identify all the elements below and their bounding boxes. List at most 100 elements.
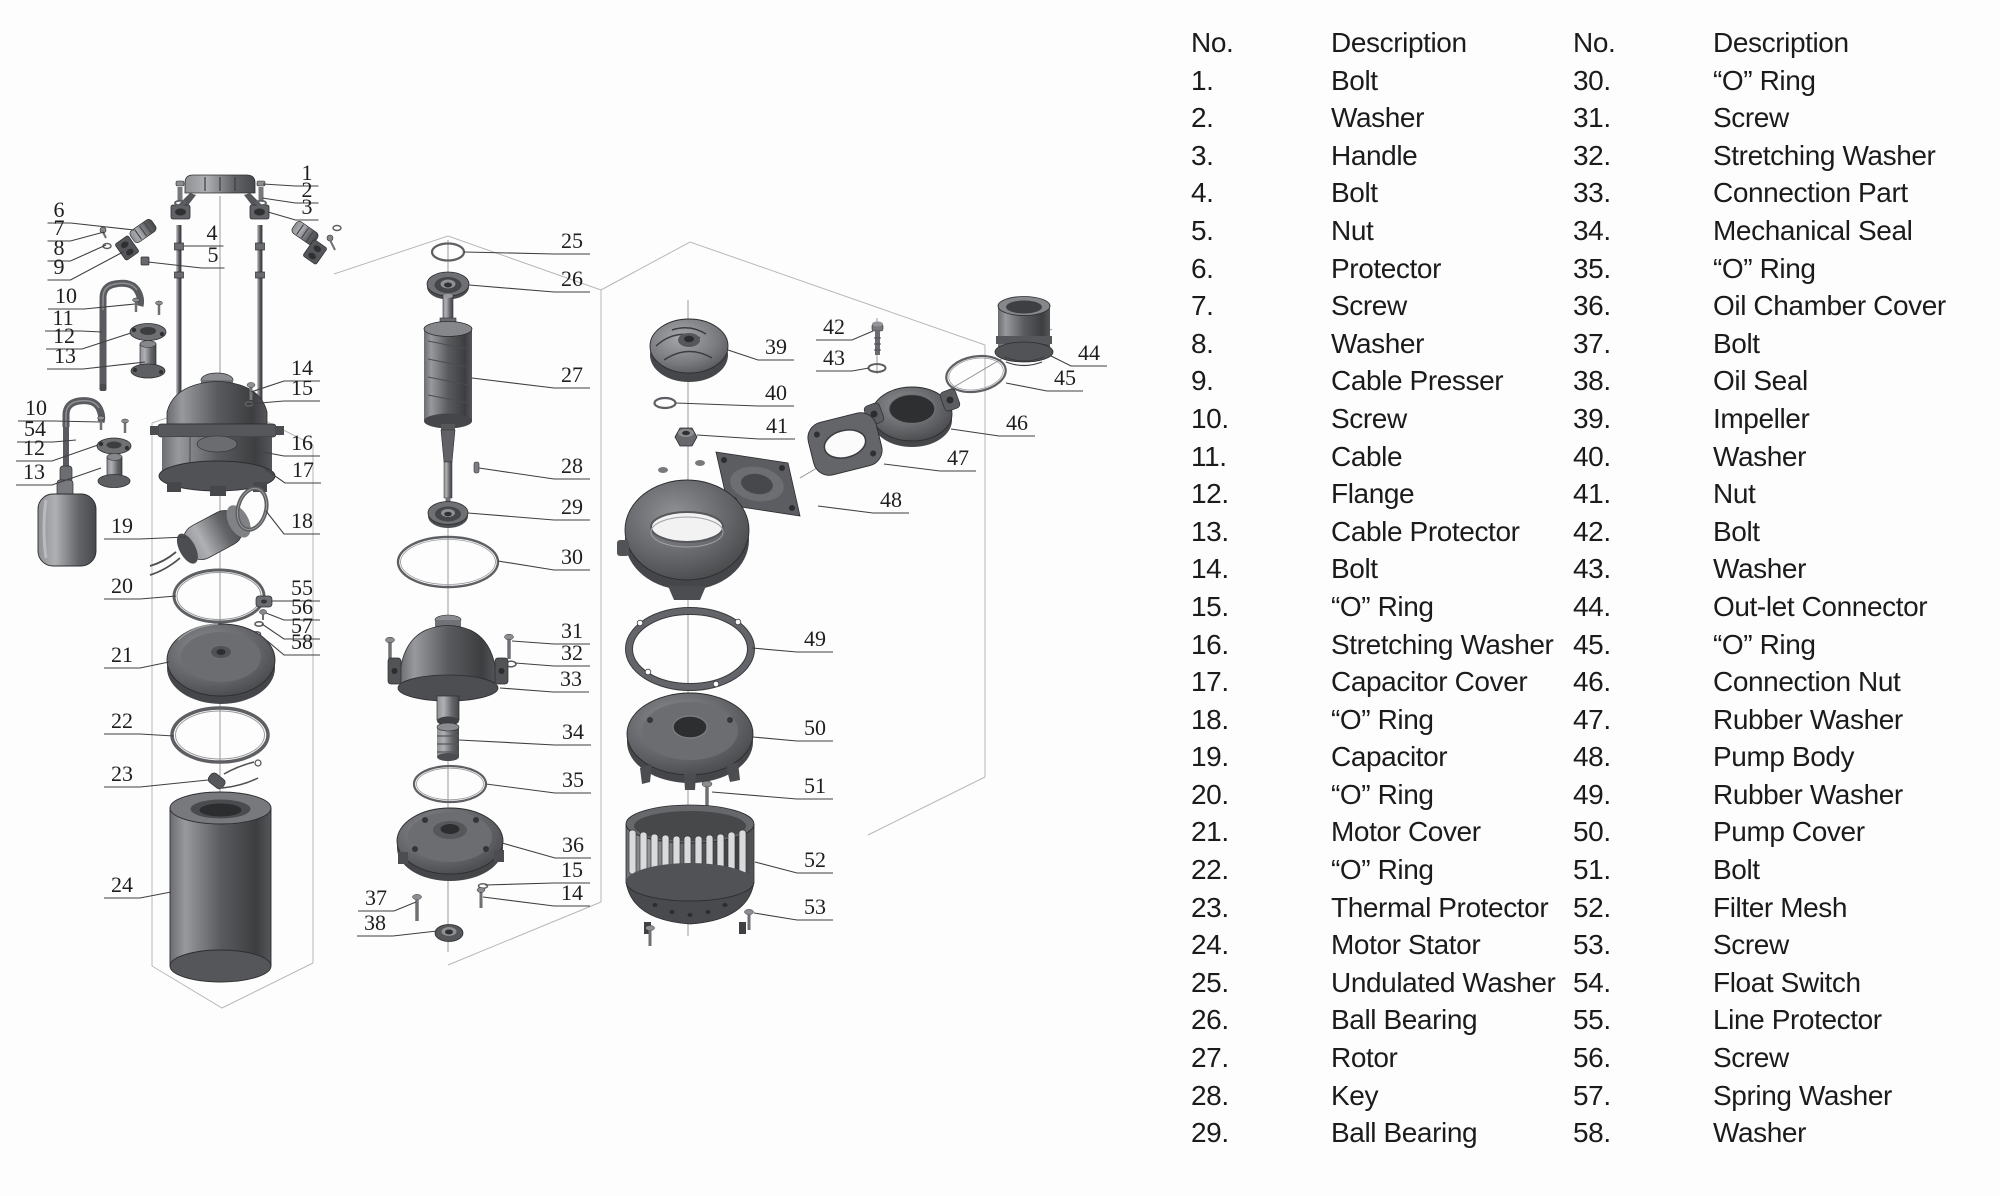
svg-text:48: 48	[880, 487, 902, 512]
callout-39: 39	[727, 334, 794, 361]
table-row-no-left: 2.	[1191, 102, 1214, 134]
part-spring-washer	[254, 620, 264, 627]
svg-text:47: 47	[947, 445, 969, 470]
table-row-desc-left: Cable Protector	[1331, 515, 1520, 547]
callout-42: 42	[816, 314, 874, 341]
table-row-no-right: 37.	[1573, 327, 1611, 359]
table-row-desc-right: Spring Washer	[1713, 1079, 1892, 1111]
svg-text:52: 52	[804, 847, 826, 872]
part-small-screw-56	[259, 609, 267, 620]
table-row-desc-right: Oil Seal	[1713, 365, 1808, 397]
table-row-desc-left: Motor Stator	[1331, 929, 1481, 961]
table-row-no-left: 26.	[1191, 1004, 1229, 1036]
callout-47: 47	[883, 445, 976, 472]
callout-28: 28	[478, 453, 590, 480]
table-row-desc-right: Stretching Washer	[1713, 139, 1936, 171]
part-connection-nut	[863, 386, 961, 447]
table-header-description-right: Description	[1713, 27, 1849, 58]
table-row-no-right: 55.	[1573, 1004, 1611, 1036]
table-row-desc-right: “O” Ring	[1713, 628, 1816, 660]
callout-55: 55	[271, 575, 320, 602]
table-row-no-left: 16.	[1191, 628, 1229, 660]
svg-text:2: 2	[302, 177, 313, 202]
part-cable-presser	[115, 235, 139, 261]
table-row-no-right: 44.	[1573, 590, 1611, 622]
part-motor-stator	[169, 791, 272, 983]
part-bolt-37	[412, 894, 422, 921]
right-assembly	[617, 296, 1054, 946]
table-row-desc-left: Cable Presser	[1331, 365, 1504, 397]
callout-41: 41	[696, 413, 795, 440]
table-row-no-left: 4.	[1191, 177, 1214, 209]
callout-50: 50	[752, 715, 833, 742]
svg-text:15: 15	[291, 375, 313, 400]
table-row-desc-right: Nut	[1713, 478, 1756, 510]
callout-56: 56	[265, 594, 320, 621]
svg-text:10: 10	[25, 395, 47, 420]
svg-text:29: 29	[561, 494, 583, 519]
table-row-no-left: 8.	[1191, 327, 1214, 359]
table-row-no-right: 38.	[1573, 365, 1611, 397]
callout-12: 12	[16, 435, 99, 462]
part-key	[473, 461, 480, 474]
table-row-no-left: 29.	[1191, 1117, 1229, 1149]
svg-text:12: 12	[53, 323, 75, 348]
part-flange	[129, 323, 167, 341]
table-row-desc-right: Filter Mesh	[1713, 891, 1848, 923]
svg-text:7: 7	[54, 215, 65, 240]
table-row-no-right: 51.	[1573, 854, 1611, 886]
svg-text:41: 41	[766, 413, 788, 438]
callout-layer: 1234567891011121310541213141516171819202…	[16, 160, 1107, 937]
table-row-no-right: 58.	[1573, 1117, 1611, 1149]
callout-3: 3	[267, 194, 319, 221]
table-row-no-left: 21.	[1191, 816, 1229, 848]
svg-text:6: 6	[54, 197, 65, 222]
part-oring-35	[412, 764, 488, 804]
svg-text:14: 14	[561, 880, 583, 905]
table-row-no-right: 40.	[1573, 440, 1611, 472]
svg-text:42: 42	[823, 314, 845, 339]
table-row-no-left: 12.	[1191, 478, 1229, 510]
callout-23: 23	[104, 761, 209, 788]
callout-35: 35	[485, 767, 591, 794]
table-row-desc-right: “O” Ring	[1713, 252, 1816, 284]
part-presser-right	[291, 221, 342, 265]
svg-text:1: 1	[302, 160, 313, 185]
svg-text:25: 25	[561, 228, 583, 253]
table-row-desc-right: Screw	[1713, 102, 1789, 134]
callout-5: 5	[147, 242, 225, 269]
table-row-no-left: 22.	[1191, 854, 1229, 886]
callout-48: 48	[817, 487, 909, 514]
table-row-no-right: 53.	[1573, 929, 1611, 961]
svg-text:51: 51	[804, 773, 826, 798]
svg-text:33: 33	[560, 666, 582, 691]
callout-8: 8	[47, 235, 107, 262]
callout-18: 18	[265, 508, 320, 535]
svg-text:32: 32	[561, 640, 583, 665]
svg-text:45: 45	[1054, 365, 1076, 390]
table-row-desc-right: Pump Cover	[1713, 816, 1865, 848]
part-outlet-connector	[994, 296, 1054, 367]
callout-52: 52	[754, 847, 833, 874]
part-rubber-washer-47	[807, 412, 883, 476]
table-row-desc-right: Washer	[1713, 1117, 1807, 1149]
table-row-desc-right: Washer	[1713, 440, 1807, 472]
svg-text:18: 18	[291, 508, 313, 533]
callout-30: 30	[497, 544, 590, 571]
table-row-desc-left: Flange	[1331, 478, 1415, 510]
callout-6: 6	[47, 197, 135, 231]
svg-text:27: 27	[561, 362, 583, 387]
svg-text:21: 21	[111, 642, 133, 667]
table-row-desc-right: Line Protector	[1713, 1004, 1882, 1036]
table-row-no-left: 10.	[1191, 402, 1229, 434]
svg-text:10: 10	[55, 283, 77, 308]
callout-45: 45	[1005, 365, 1083, 392]
callout-27: 27	[471, 362, 590, 389]
svg-text:37: 37	[365, 885, 387, 910]
table-row-desc-left: “O” Ring	[1331, 703, 1434, 735]
table-row-no-left: 28.	[1191, 1079, 1229, 1111]
svg-text:43: 43	[823, 345, 845, 370]
table-row-no-right: 33.	[1573, 177, 1611, 209]
svg-text:15: 15	[561, 857, 583, 882]
table-row-desc-left: Bolt	[1331, 177, 1378, 209]
